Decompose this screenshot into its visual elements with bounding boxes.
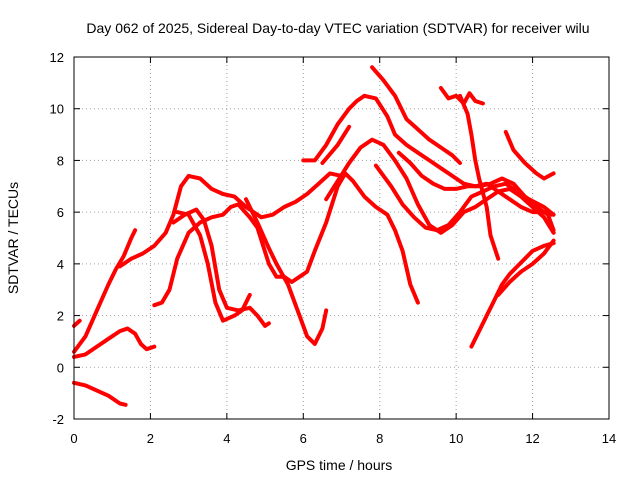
series-19: [496, 238, 556, 297]
series-7: [171, 207, 271, 328]
y-tick-label: 12: [50, 50, 64, 65]
y-tick-label: 0: [57, 360, 64, 375]
y-tick-label: 2: [57, 309, 64, 324]
series-9: [244, 197, 329, 346]
series-13: [370, 65, 462, 165]
series-8: [175, 210, 252, 323]
series-17: [458, 93, 501, 261]
series-5: [117, 171, 344, 269]
series-15: [396, 150, 556, 233]
x-tick-label: 14: [602, 431, 616, 446]
x-tick-label: 0: [70, 431, 77, 446]
series-10: [301, 93, 554, 217]
series-6: [152, 171, 420, 308]
y-tick-label: 10: [50, 102, 64, 117]
series-4: [72, 228, 138, 354]
series-18: [469, 241, 556, 349]
y-axis-label: SDTVAR / TECUs: [5, 182, 21, 294]
x-tick-label: 2: [147, 431, 154, 446]
grid: [74, 57, 609, 419]
x-tick-label: 8: [376, 431, 383, 446]
y-tick-label: -2: [52, 412, 64, 427]
y-tick-label: 8: [57, 153, 64, 168]
series-3: [72, 318, 82, 328]
x-tick-label: 12: [525, 431, 539, 446]
series-12: [324, 137, 556, 235]
ticks: 0 2 4 6 8 10 12 14 -2 0 2 4 6 8 10 12: [50, 50, 617, 446]
chart-title: Day 062 of 2025, Sidereal Day-to-day VTE…: [86, 20, 589, 36]
x-tick-label: 10: [449, 431, 463, 446]
plot-frame: [73, 56, 610, 420]
x-tick-label: 6: [300, 431, 307, 446]
series-layer: [72, 65, 556, 407]
series-11: [320, 124, 352, 165]
series-2: [72, 326, 157, 359]
x-tick-label: 4: [223, 431, 230, 446]
y-tick-label: 6: [57, 205, 64, 220]
series-1: [72, 380, 128, 407]
x-axis-label: GPS time / hours: [286, 457, 393, 473]
series-20: [503, 130, 556, 181]
y-tick-label: 4: [57, 257, 64, 272]
